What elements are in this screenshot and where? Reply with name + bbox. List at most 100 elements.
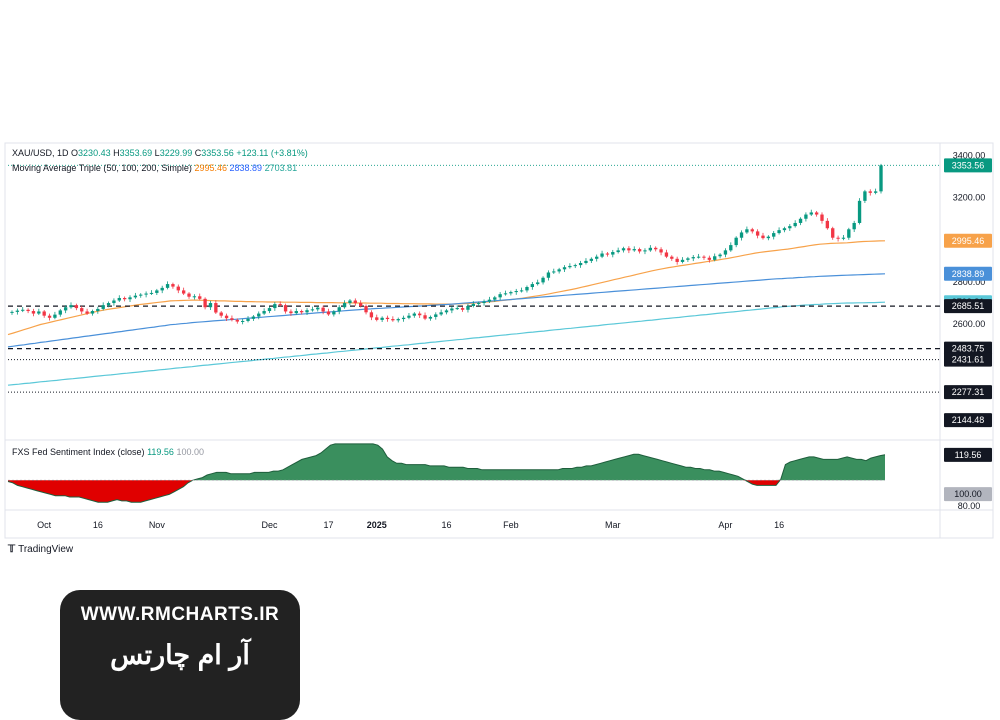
candle-body (814, 212, 819, 215)
candle-body (359, 303, 363, 306)
candle-body (310, 309, 315, 311)
candle-body (696, 256, 701, 258)
level-badge-bg (944, 299, 992, 314)
candle-body (536, 282, 540, 285)
time-tick-label: 16 (774, 520, 784, 530)
last-price-badge-bg (944, 158, 992, 173)
candle-body (552, 271, 556, 273)
candle-body (26, 309, 30, 312)
price-tick-label: 3200.00 (953, 193, 986, 203)
sentiment-area-above (8, 443, 885, 481)
sentiment-area-below (8, 480, 885, 503)
candle-body (63, 307, 68, 311)
ma200-line (7, 301, 886, 386)
candle-body (450, 308, 454, 311)
candle-body (466, 305, 470, 310)
candle-body (418, 313, 422, 316)
candle-body (729, 245, 733, 251)
chart-border (4, 142, 994, 539)
candle-body (627, 248, 631, 251)
candle-body (267, 308, 272, 312)
candle-body (85, 311, 89, 314)
candle-body (321, 307, 325, 312)
candle-body (219, 312, 223, 316)
candle-body (47, 315, 52, 318)
candle-body (723, 250, 728, 255)
candle-body (825, 220, 830, 229)
candle-body (782, 228, 787, 231)
candle-body (621, 248, 626, 251)
candle-body (847, 229, 851, 238)
watermark-url: WWW.RMCHARTS.IR (80, 604, 280, 625)
sentiment-legend: FXS Fed Sentiment Index (close) 119.56 1… (12, 447, 204, 457)
candle-body (224, 315, 229, 319)
candle-body (702, 256, 706, 258)
candle-body (777, 230, 781, 234)
candle-body (836, 237, 840, 239)
level-badge: 2483.75 (952, 344, 985, 354)
time-tick-label: Apr (718, 520, 732, 530)
candle-body (718, 254, 722, 257)
candle-body (412, 313, 416, 316)
candle-body (734, 237, 738, 246)
change-value: +123.11 (+3.81%) (236, 148, 308, 158)
candle-body (332, 311, 336, 315)
candle-body (487, 299, 492, 302)
candle-body (455, 308, 459, 310)
candle-body (278, 304, 282, 306)
candle-body (251, 316, 256, 319)
candle-body (181, 290, 186, 294)
candle-body (831, 228, 835, 238)
candle-body (283, 305, 288, 312)
candle-body (203, 298, 207, 308)
candle-body (240, 320, 245, 322)
candle-body (42, 311, 46, 316)
candle-body (289, 311, 293, 314)
ma100-badge: 2838.89 (952, 269, 985, 279)
candle-body (713, 256, 717, 260)
level-badge-bg (944, 352, 992, 367)
open-value: 3230.43 (78, 148, 111, 158)
candle-body (74, 305, 79, 309)
sentiment-baseline-badge-bg (944, 487, 992, 502)
candle-body (546, 272, 551, 278)
candle-body (90, 311, 95, 314)
candle-body (493, 297, 497, 300)
candle-body (498, 294, 502, 298)
candle-body (96, 308, 100, 312)
candle-body (428, 316, 433, 319)
candle-body (648, 247, 653, 251)
candle-body (637, 249, 642, 252)
candle-body (772, 233, 776, 237)
candle-body (300, 311, 304, 313)
candle-body (37, 311, 41, 314)
time-tick-label: Nov (149, 520, 166, 530)
candle-body (401, 317, 406, 320)
candle-body (557, 269, 561, 272)
ohlc-legend: XAU/USD, 1D O3230.43 H3353.69 L3229.99 C… (12, 148, 308, 158)
ma-legend: Moving Average Triple (50, 100, 200, Sim… (12, 163, 297, 173)
sentiment-label: FXS Fed Sentiment Index (close) (12, 447, 145, 457)
candle-body (262, 311, 266, 314)
candle-body (106, 303, 111, 306)
candle-body (595, 256, 599, 259)
candle-body (294, 311, 298, 314)
candle-body (369, 312, 374, 318)
candlesticks (10, 163, 883, 325)
candle-body (691, 257, 695, 259)
candle-body (680, 259, 685, 262)
candle-body (755, 231, 760, 236)
candle-body (578, 263, 583, 266)
candle-body (139, 294, 143, 296)
candle-body (423, 315, 427, 319)
price-tick-label: 2600.00 (953, 319, 986, 329)
candle-body (192, 296, 197, 298)
level-badge-bg (944, 385, 992, 400)
candle-body (10, 311, 14, 313)
candle-body (707, 257, 712, 260)
ma50-badge-bg (944, 233, 992, 248)
candle-body (530, 284, 534, 288)
candle-body (117, 297, 121, 301)
tradingview-logo[interactable]: 𝕋 TradingView (8, 544, 73, 555)
candle-body (122, 297, 127, 300)
